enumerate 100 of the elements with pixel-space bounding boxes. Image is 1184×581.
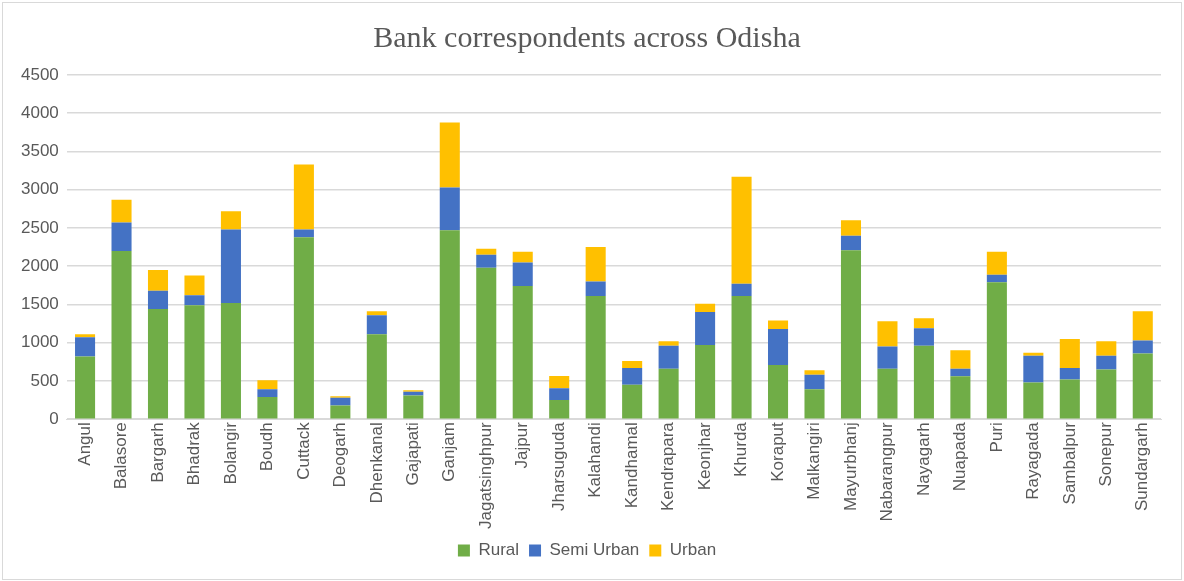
bar <box>658 368 679 419</box>
x-tick-label: Bhadrak <box>184 421 204 486</box>
x-tick-label: Keonjhar <box>694 421 714 491</box>
bar <box>695 312 716 346</box>
bar <box>986 251 1007 275</box>
bar <box>622 384 643 419</box>
bar <box>950 368 971 377</box>
bar <box>75 334 96 338</box>
x-tick-label: Jharsuguda <box>548 421 568 512</box>
x-tick-label: Koraput <box>767 421 787 482</box>
y-tick-label: 2000 <box>20 255 59 275</box>
bar <box>840 235 862 251</box>
bar <box>1023 352 1044 356</box>
bar <box>877 368 898 419</box>
bar <box>549 375 570 389</box>
x-tick-label: Dhenkanal <box>366 422 386 504</box>
x-tick-label: Sundargarh <box>1132 422 1152 512</box>
bar <box>75 356 96 419</box>
bar <box>147 290 169 310</box>
bar <box>403 395 424 419</box>
bar <box>1096 369 1117 419</box>
y-tick-label: 2500 <box>20 217 59 237</box>
bar <box>622 361 643 368</box>
x-tick-label: Kalahandi <box>585 422 605 498</box>
bar <box>804 374 825 390</box>
bar <box>877 346 898 369</box>
bar <box>1059 379 1080 419</box>
bar <box>512 286 533 419</box>
y-tick-label: 3000 <box>20 179 59 199</box>
bar <box>913 318 934 329</box>
bar <box>768 320 789 329</box>
bar <box>184 305 205 419</box>
bar <box>366 311 387 316</box>
bar <box>950 350 971 369</box>
bar <box>658 341 679 346</box>
y-tick-label: 4000 <box>20 102 59 122</box>
y-tick-label: 1500 <box>20 294 59 314</box>
x-tick-label: Bolangir <box>220 421 240 485</box>
y-tick-label: 4500 <box>20 64 59 84</box>
bar <box>330 405 351 419</box>
bar <box>622 367 643 385</box>
x-tick-label: Nuapada <box>950 421 970 492</box>
bar <box>476 267 497 419</box>
bar <box>476 248 497 255</box>
bar <box>549 400 570 419</box>
x-tick-label: Malkangiri <box>804 422 824 500</box>
bar <box>549 388 570 401</box>
bar <box>913 328 934 346</box>
bar <box>1132 340 1153 354</box>
x-tick-label: Nabarangpur <box>877 421 897 522</box>
bar <box>731 283 752 297</box>
x-tick-label: Deogarh <box>330 422 350 488</box>
x-tick-label: Ganjam <box>439 422 459 482</box>
bar <box>986 282 1007 419</box>
bar <box>257 389 278 398</box>
bar <box>111 250 132 419</box>
bar <box>804 370 825 375</box>
y-tick-label: 3500 <box>20 141 59 161</box>
chart-title: Bank correspondents across Odisha <box>373 19 801 53</box>
legend-label: Urban <box>669 540 717 560</box>
bar <box>366 334 387 419</box>
bar <box>913 345 934 419</box>
bar <box>585 247 606 282</box>
bar <box>75 337 96 357</box>
bar <box>950 376 971 419</box>
x-tick-label: Bargarh <box>147 422 167 483</box>
x-tick-label: Sonepur <box>1095 421 1115 487</box>
bar <box>293 164 314 230</box>
bar <box>439 187 460 231</box>
bar <box>1059 338 1080 368</box>
bar <box>1132 311 1153 341</box>
bar <box>768 364 789 419</box>
bar <box>658 345 679 369</box>
bar <box>1096 355 1117 370</box>
bar <box>1023 355 1044 383</box>
x-tick-label: Rayagada <box>1023 421 1043 500</box>
bar <box>804 389 825 419</box>
x-tick-label: Mayurbhanj <box>840 422 860 512</box>
bar <box>184 275 205 296</box>
bar <box>476 254 497 268</box>
bar <box>220 229 241 303</box>
bar <box>512 251 533 263</box>
bar <box>220 302 241 419</box>
x-tick-label: Puri <box>986 422 1006 453</box>
bar <box>147 309 169 419</box>
bar <box>840 250 862 419</box>
bar <box>1023 382 1044 419</box>
bar <box>147 270 169 291</box>
bar <box>257 380 278 390</box>
bar <box>1132 353 1153 419</box>
bar <box>257 397 278 419</box>
bar <box>877 321 898 347</box>
bar <box>293 229 314 238</box>
y-tick-label: 0 <box>49 408 59 428</box>
bar <box>366 315 387 335</box>
bar <box>111 222 132 251</box>
bar <box>1096 341 1117 356</box>
x-tick-label: Kandhamal <box>621 422 641 509</box>
bar <box>585 281 606 297</box>
x-tick-label: Jagatsinghpur <box>475 421 495 530</box>
